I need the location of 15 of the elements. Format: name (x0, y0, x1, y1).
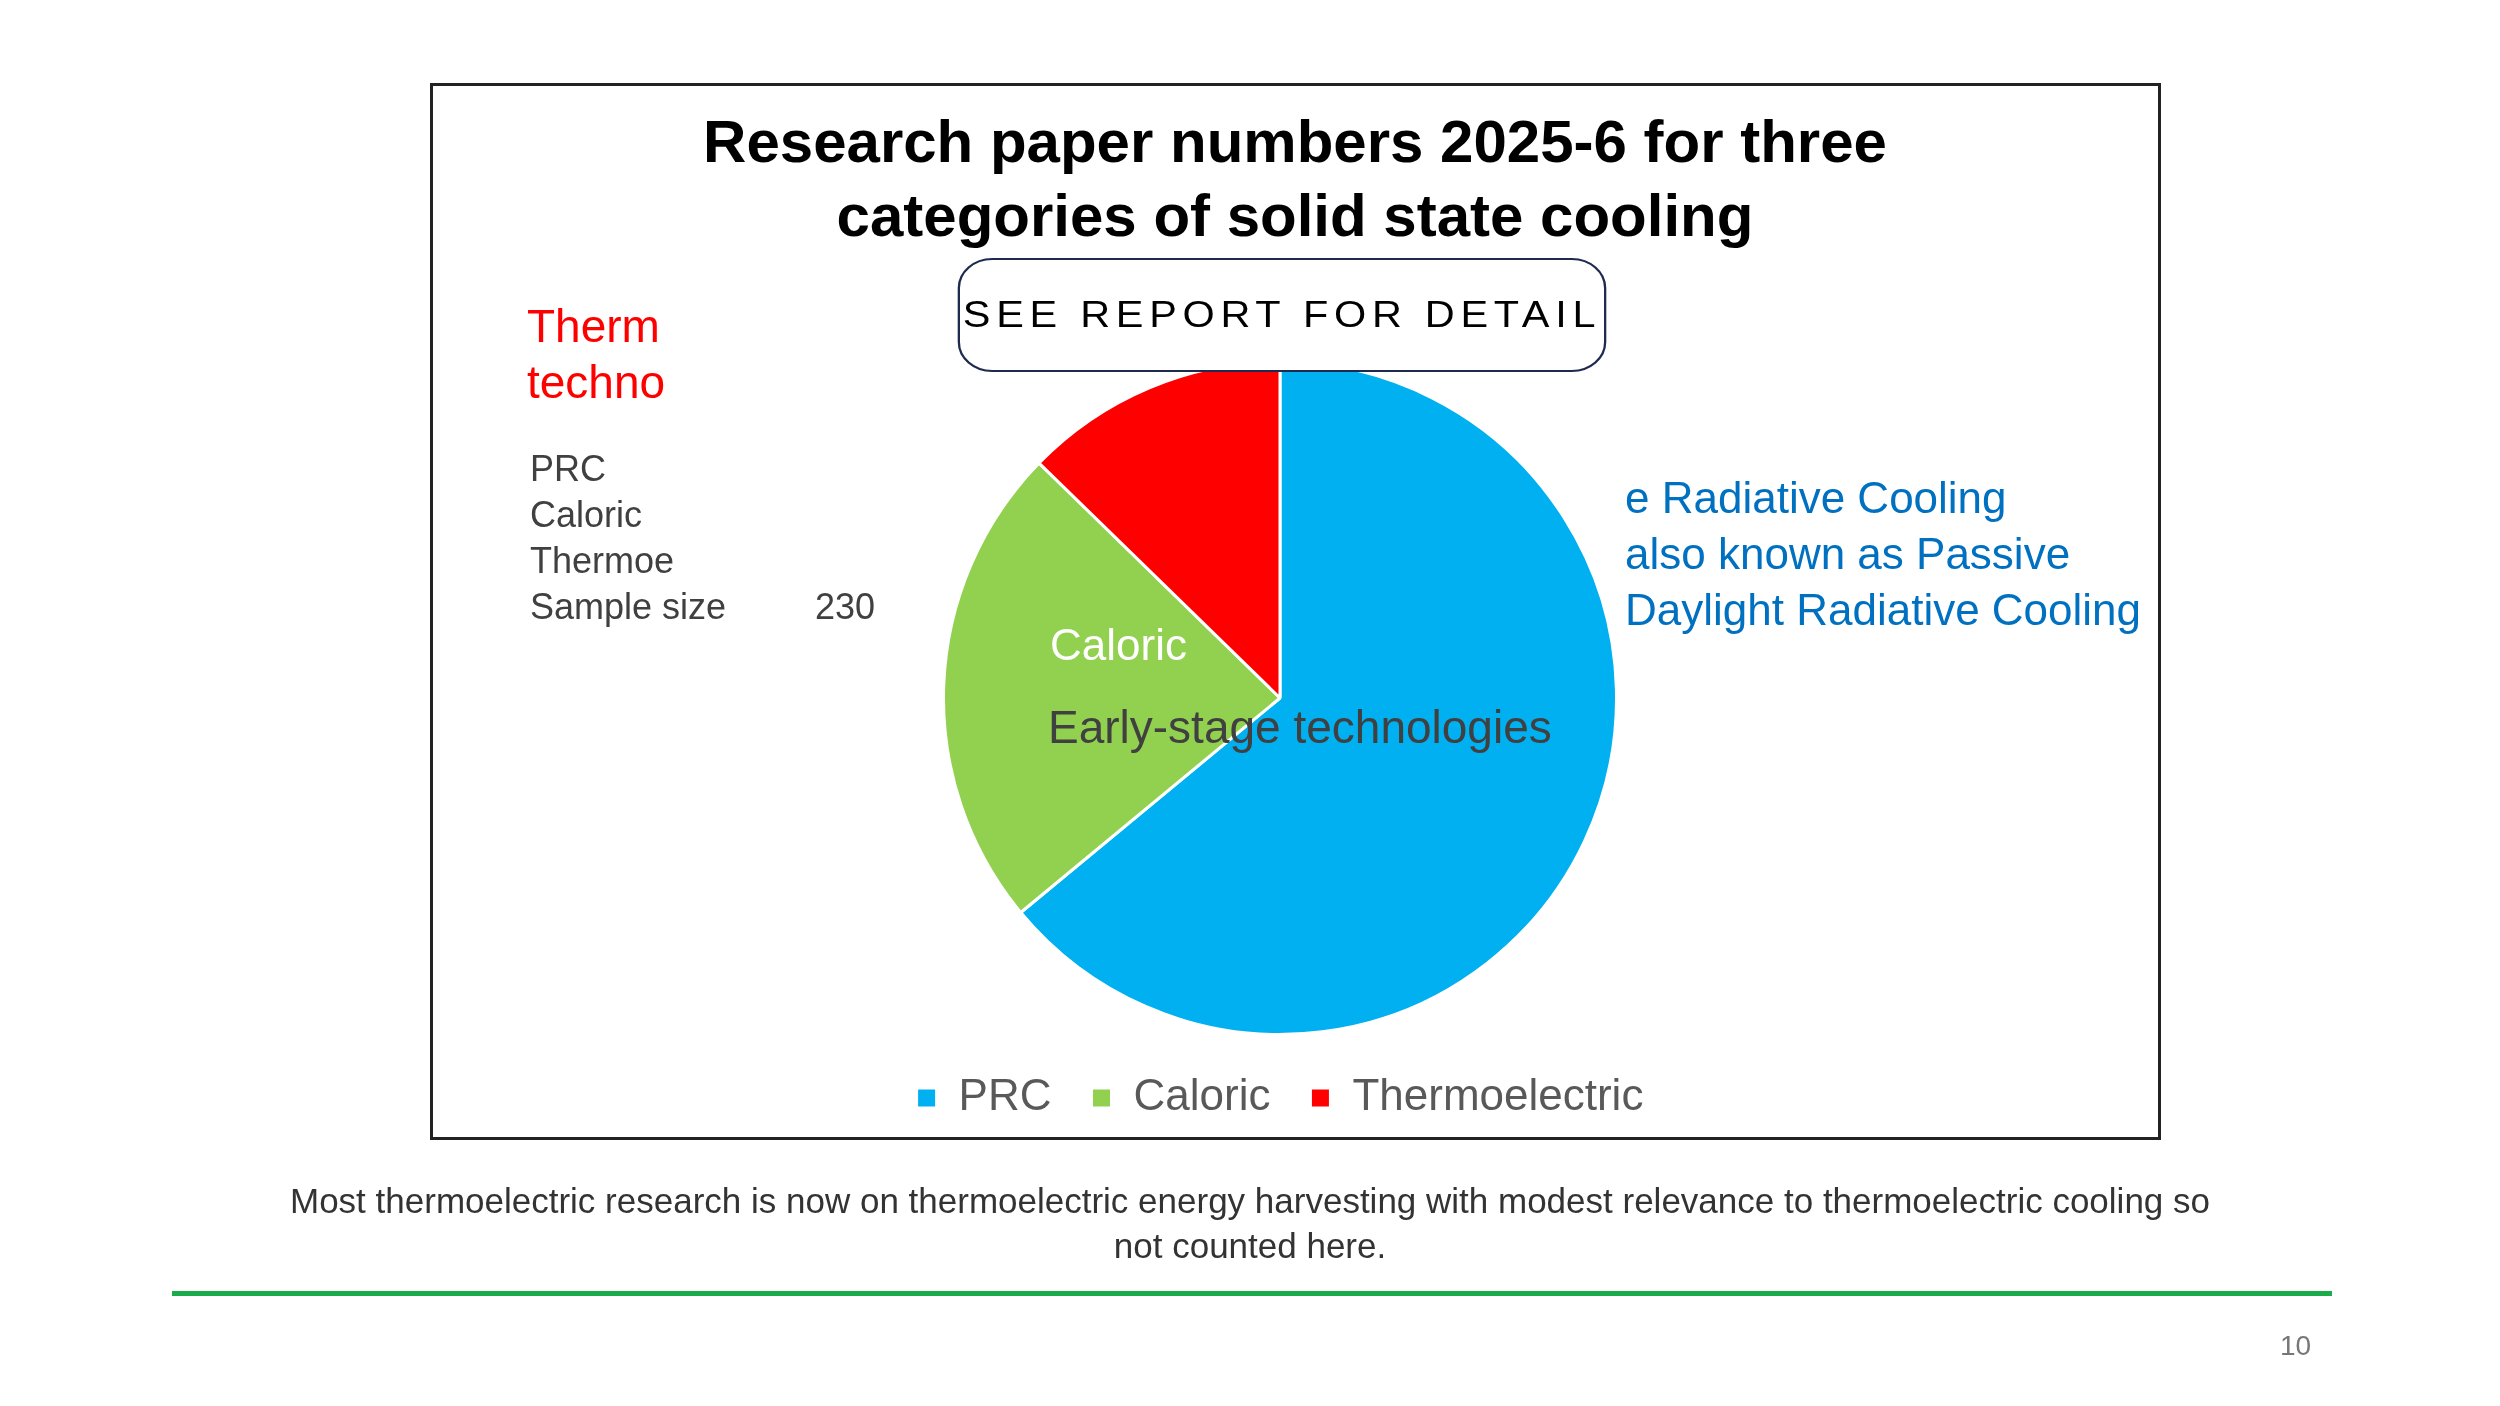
legend-label: PRC (958, 1070, 1052, 1120)
chart-title: Research paper numbers 2025-6 for three categories of solid state cooling (702, 107, 1888, 251)
text: Therm techno (527, 299, 666, 410)
legend-label: Thermoelectric (1352, 1070, 1644, 1120)
text: e Radiative Cooling also known as Passive Daylight Radiative Cooling (1625, 472, 2142, 636)
text: Thermoe (530, 540, 675, 582)
text: PRC (530, 448, 607, 490)
text: Most thermoelectric research is now on thermoelectric energy harvesting with modest relevance to thermoelectric cooling so not counted here. (290, 1180, 2211, 1267)
text: Sample size (530, 586, 727, 628)
text: 10 (2280, 1330, 2312, 1362)
text: 230 (815, 586, 876, 628)
text: Caloric (1050, 620, 1187, 670)
text: Caloric (530, 494, 643, 536)
note-box: SEE REPORT FOR DETAIL (957, 258, 1607, 372)
legend-label: Caloric (1133, 1070, 1271, 1120)
